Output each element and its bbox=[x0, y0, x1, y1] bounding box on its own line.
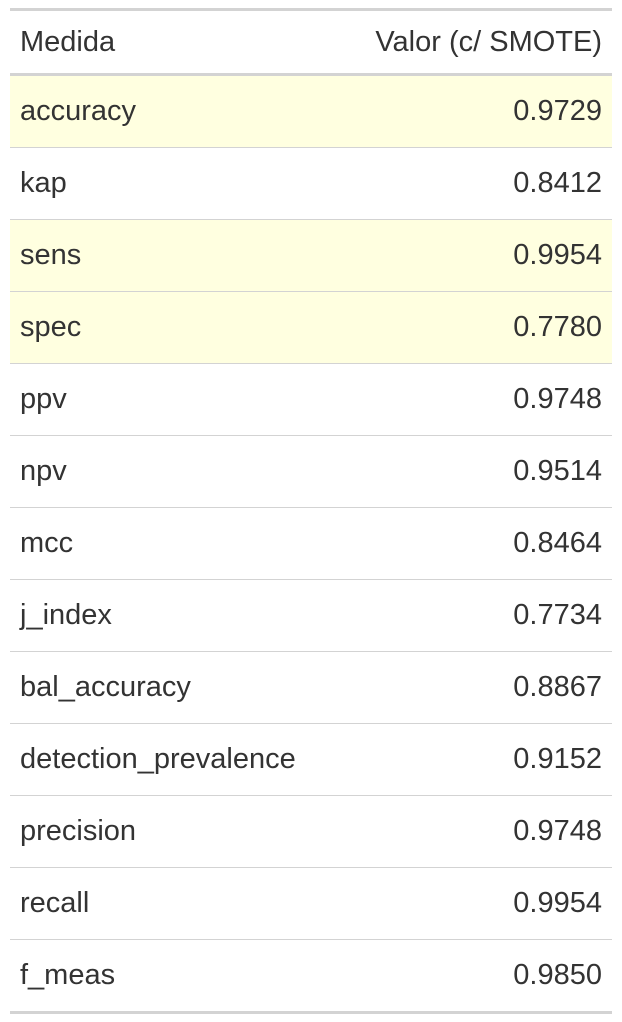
table-row: ppv 0.9748 bbox=[10, 363, 612, 436]
row-measure: f_meas bbox=[10, 939, 311, 1013]
metrics-table: Medida Valor (c/ SMOTE) accuracy 0.9729 … bbox=[10, 8, 612, 1014]
header-row: Medida Valor (c/ SMOTE) bbox=[10, 9, 612, 76]
table-row: j_index 0.7734 bbox=[10, 579, 612, 652]
table-row: mcc 0.8464 bbox=[10, 507, 612, 580]
header-measure: Medida bbox=[10, 9, 311, 76]
header-value: Valor (c/ SMOTE) bbox=[311, 9, 612, 76]
table-row: f_meas 0.9850 bbox=[10, 939, 612, 1013]
row-value: 0.9729 bbox=[311, 74, 612, 148]
row-value: 0.9514 bbox=[311, 435, 612, 508]
row-value: 0.9954 bbox=[311, 219, 612, 292]
table-row: accuracy 0.9729 bbox=[10, 74, 612, 148]
row-value: 0.9748 bbox=[311, 795, 612, 868]
row-measure: kap bbox=[10, 147, 311, 220]
row-measure: detection_prevalence bbox=[10, 723, 311, 796]
row-measure: bal_accuracy bbox=[10, 651, 311, 724]
row-value: 0.8464 bbox=[311, 507, 612, 580]
row-value: 0.7780 bbox=[311, 291, 612, 364]
table-row: bal_accuracy 0.8867 bbox=[10, 651, 612, 724]
row-measure: mcc bbox=[10, 507, 311, 580]
row-measure: ppv bbox=[10, 363, 311, 436]
table-row: recall 0.9954 bbox=[10, 867, 612, 940]
table-body: accuracy 0.9729 kap 0.8412 sens 0.9954 s… bbox=[10, 74, 612, 1013]
row-value: 0.9748 bbox=[311, 363, 612, 436]
row-measure: sens bbox=[10, 219, 311, 292]
row-value: 0.8412 bbox=[311, 147, 612, 220]
table-row: kap 0.8412 bbox=[10, 147, 612, 220]
table-header: Medida Valor (c/ SMOTE) bbox=[10, 9, 612, 76]
row-value: 0.9954 bbox=[311, 867, 612, 940]
row-value: 0.7734 bbox=[311, 579, 612, 652]
row-measure: recall bbox=[10, 867, 311, 940]
metrics-table-container: Medida Valor (c/ SMOTE) accuracy 0.9729 … bbox=[10, 8, 612, 1014]
row-measure: npv bbox=[10, 435, 311, 508]
row-measure: accuracy bbox=[10, 74, 311, 148]
row-value: 0.9850 bbox=[311, 939, 612, 1013]
row-measure: spec bbox=[10, 291, 311, 364]
table-row: detection_prevalence 0.9152 bbox=[10, 723, 612, 796]
table-row: spec 0.7780 bbox=[10, 291, 612, 364]
row-value: 0.9152 bbox=[311, 723, 612, 796]
row-value: 0.8867 bbox=[311, 651, 612, 724]
row-measure: j_index bbox=[10, 579, 311, 652]
table-row: precision 0.9748 bbox=[10, 795, 612, 868]
row-measure: precision bbox=[10, 795, 311, 868]
table-row: sens 0.9954 bbox=[10, 219, 612, 292]
table-row: npv 0.9514 bbox=[10, 435, 612, 508]
